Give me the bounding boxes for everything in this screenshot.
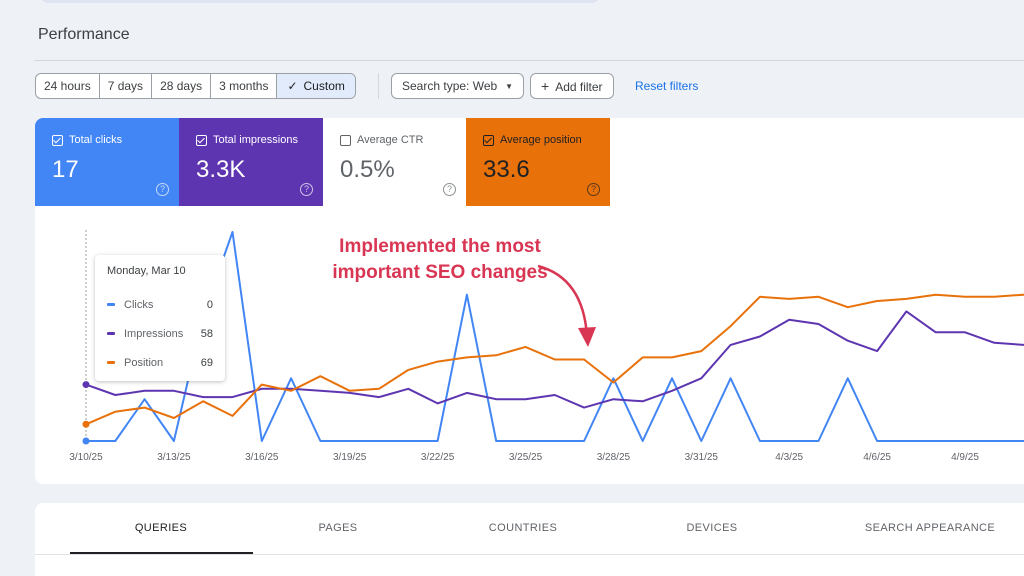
checkbox-icon[interactable] [196, 134, 207, 146]
date-range-selector: 24 hours 7 days 28 days 3 months ✓ Custom [35, 73, 356, 99]
performance-line-chart [82, 230, 1024, 445]
metric-value: 17 [52, 156, 79, 183]
reset-filters-link[interactable]: Reset filters [635, 79, 699, 93]
series-color-dash [107, 361, 115, 364]
metric-value: 33.6 [483, 156, 530, 183]
add-filter-button[interactable]: + Add filter [530, 73, 614, 99]
tab-search-appearance[interactable]: SEARCH APPEARANCE [864, 522, 996, 534]
tabs-divider [35, 554, 1024, 555]
series-line-position [85, 293, 1024, 426]
tab-countries[interactable]: COUNTRIES [488, 522, 558, 534]
x-tick-label: 3/31/25 [684, 452, 718, 463]
check-icon: ✓ [287, 79, 298, 93]
tooltip-row-position: Position 69 [107, 348, 213, 377]
help-icon[interactable]: ? [300, 183, 313, 196]
x-tick-label: 3/13/25 [157, 452, 191, 463]
plus-icon: + [541, 78, 550, 94]
annotation-line-2: important SEO changes [332, 262, 548, 283]
date-chip-custom[interactable]: ✓ Custom [277, 74, 355, 98]
date-chip-7-days[interactable]: 7 days [100, 74, 153, 98]
tooltip-label: Clicks [124, 298, 154, 311]
tab-pages[interactable]: PAGES [318, 522, 358, 534]
tooltip-label: Impressions [124, 327, 184, 340]
x-tick-label: 3/25/25 [508, 452, 543, 463]
series-color-dash [107, 332, 115, 335]
metric-label: Average CTR [357, 134, 424, 146]
tooltip-value: 69 [200, 356, 213, 369]
tooltip-value: 58 [200, 327, 213, 340]
series-marker-impressions [82, 381, 90, 389]
metric-card-total-impressions[interactable]: Total impressions 3.3K ? [179, 118, 323, 206]
help-icon[interactable]: ? [443, 183, 456, 196]
search-type-label: Search type: Web [402, 79, 498, 93]
metric-card-average-position[interactable]: Average position 33.6 ? [466, 118, 610, 206]
checkbox-icon[interactable] [340, 134, 351, 146]
checkbox-icon[interactable] [483, 134, 494, 146]
tab-devices[interactable]: DEVICES [686, 522, 738, 534]
annotation-arrow [537, 264, 589, 337]
help-icon[interactable]: ? [587, 183, 600, 196]
chart-tooltip: Monday, Mar 10 Clicks 0 Impressions 58 Pos… [95, 255, 225, 381]
date-chip-28-days[interactable]: 28 days [152, 74, 212, 98]
x-tick-label: 3/19/25 [333, 452, 367, 463]
tooltip-row-clicks: Clicks 0 [107, 290, 213, 319]
date-chip-custom-label: Custom [303, 79, 345, 93]
x-tick-label: 3/10/25 [69, 452, 103, 463]
date-chip-3-months[interactable]: 3 months [211, 74, 278, 98]
metric-value: 3.3K [196, 156, 246, 183]
performance-chart-card: Total clicks 17 ? Total impressions 3.3K… [35, 118, 1024, 484]
active-tab-indicator [70, 552, 253, 554]
tooltip-row-impressions: Impressions 58 [107, 319, 213, 348]
metric-card-total-clicks[interactable]: Total clicks 17 ? [35, 118, 179, 206]
metric-label: Total clicks [69, 134, 123, 146]
x-tick-label: 3/28/25 [596, 452, 631, 463]
annotation-arrow-head [578, 327, 596, 347]
top-bar-edge [40, 0, 600, 3]
x-tick-label: 4/6/25 [863, 452, 891, 463]
tab-queries[interactable]: QUERIES [134, 522, 188, 534]
annotation-line-1: Implemented the most [339, 236, 541, 257]
x-tick-label: 3/16/25 [245, 452, 279, 463]
metric-label: Total impressions [213, 134, 298, 146]
toolbar-separator [378, 73, 379, 99]
metric-label: Average position [500, 134, 582, 146]
add-filter-label: Add filter [555, 80, 603, 94]
page-title: Performance [38, 26, 130, 43]
search-type-dropdown[interactable]: Search type: Web ▼ [391, 73, 525, 99]
x-tick-label: 3/22/25 [420, 452, 455, 463]
series-marker-position [82, 420, 90, 428]
tooltip-date: Monday, Mar 10 [107, 265, 186, 277]
metric-value: 0.5% [340, 156, 395, 183]
dimension-tabs-card: QUERIES PAGES COUNTRIES DEVICES SEARCH A… [35, 503, 1024, 576]
x-axis-labels: 3/10/25 3/13/25 3/16/25 3/19/25 3/22/25 3/25/… [35, 452, 1024, 466]
checkbox-icon[interactable] [52, 134, 63, 146]
tooltip-value: 0 [206, 298, 213, 311]
seo-annotation: Implemented the most important SEO chang… [305, 234, 575, 286]
header-divider [34, 60, 1024, 61]
series-marker-clicks [82, 437, 90, 445]
x-tick-label: 4/9/25 [951, 452, 979, 463]
caret-down-icon: ▼ [505, 81, 514, 91]
help-icon[interactable]: ? [156, 183, 169, 196]
series-color-dash [107, 303, 115, 306]
date-chip-24-hours[interactable]: 24 hours [36, 74, 100, 98]
tooltip-label: Position [124, 356, 164, 369]
series-line-clicks [86, 231, 1024, 442]
x-tick-label: 4/3/25 [775, 452, 804, 463]
